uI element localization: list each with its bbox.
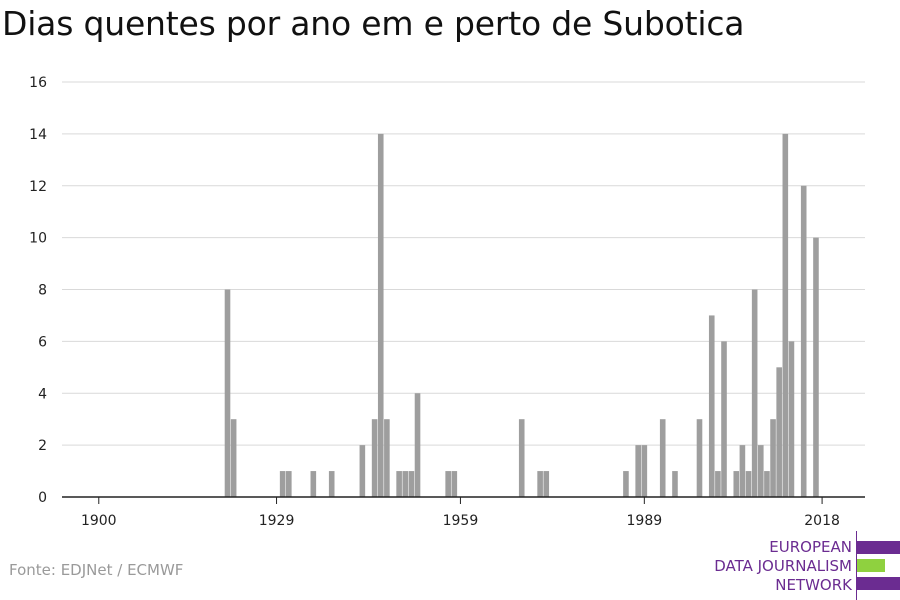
bar: [659, 419, 666, 497]
bar: [224, 289, 231, 497]
bar: [408, 471, 415, 497]
bar: [751, 289, 758, 497]
y-tick-label: 16: [29, 75, 47, 91]
bar: [641, 445, 648, 497]
bar: [770, 419, 776, 497]
bar: [800, 185, 807, 497]
bar: [371, 419, 378, 497]
bar: [764, 471, 770, 497]
logo-bar-bottom: [857, 577, 900, 590]
bar: [414, 393, 421, 497]
y-tick-label: 2: [38, 438, 47, 454]
bar: [328, 471, 335, 497]
x-tick-label: 1989: [627, 513, 663, 529]
bar: [230, 419, 237, 497]
bar: [672, 471, 678, 497]
bar: [402, 471, 409, 497]
y-tick-label: 10: [29, 231, 47, 247]
bar: [384, 419, 390, 497]
bar: [396, 471, 402, 497]
bar: [310, 471, 317, 497]
bar: [451, 471, 458, 497]
bar: [745, 471, 752, 497]
chart-title: Dias quentes por ano em e perto de Subot…: [2, 4, 745, 43]
y-tick-label: 0: [38, 490, 47, 506]
bar: [782, 133, 789, 497]
bar: [279, 471, 286, 497]
x-tick-label: 2018: [804, 513, 840, 529]
bar-chart: 0 2 4 6 8 10 12 14 16 1900 1929 1959 1989 2018: [29, 75, 865, 529]
bar: [359, 445, 366, 497]
logo-bar-top: [857, 541, 900, 554]
bar: [739, 445, 746, 497]
x-tick-label: 1900: [81, 513, 117, 529]
bar: [721, 341, 727, 497]
bar: [715, 471, 721, 497]
bar: [696, 419, 703, 497]
bar: [813, 237, 819, 497]
bar: [377, 133, 384, 497]
bar: [708, 315, 715, 497]
y-tick-label: 12: [29, 179, 47, 195]
bar: [733, 471, 740, 497]
x-axis-ticks: 1900 1929 1959 1989 2018: [81, 497, 840, 529]
bar: [623, 471, 629, 497]
bar: [543, 471, 550, 497]
bar: [537, 471, 543, 497]
bars: [224, 133, 819, 497]
logo-divider: [856, 531, 857, 600]
y-tick-label: 4: [38, 386, 47, 402]
source-note: Fonte: EDJNet / ECMWF: [9, 561, 184, 579]
gridlines: [62, 81, 865, 446]
bar: [518, 419, 525, 497]
logo-line-2: DATA JOURNALISM: [714, 557, 852, 575]
y-tick-label: 6: [38, 334, 47, 350]
bar: [286, 471, 292, 497]
bar: [635, 445, 641, 497]
y-tick-label: 14: [29, 127, 47, 143]
bar: [776, 367, 782, 497]
bar: [445, 471, 451, 497]
y-axis-ticks: 0 2 4 6 8 10 12 14 16: [29, 75, 47, 506]
logo-line-1: EUROPEAN: [769, 538, 852, 556]
bar: [788, 341, 795, 497]
logo-bar-middle: [857, 559, 885, 572]
x-tick-label: 1929: [259, 513, 295, 529]
edjnet-logo: EUROPEAN DATA JOURNALISM NETWORK: [714, 538, 852, 595]
logo-line-3: NETWORK: [775, 576, 852, 594]
bar: [757, 445, 764, 497]
x-tick-label: 1959: [443, 513, 479, 529]
y-tick-label: 8: [38, 283, 47, 299]
